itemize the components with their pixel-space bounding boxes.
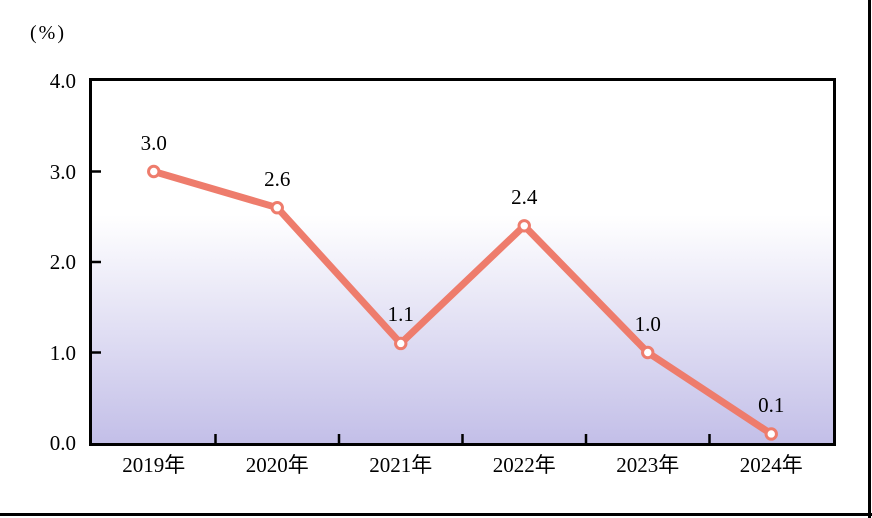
y-tick-label: 2.0: [49, 250, 76, 274]
data-point-marker: [764, 427, 778, 441]
y-axis-unit-label: (%): [30, 22, 66, 44]
data-point-label: 3.0: [140, 130, 167, 155]
data-point-label: 2.4: [511, 184, 538, 209]
plot-area: [89, 78, 836, 446]
data-line: [150, 168, 775, 438]
y-tick-label: 4.0: [49, 69, 76, 93]
data-point-label: 1.0: [634, 311, 661, 336]
frame-border-right: [868, 0, 871, 518]
data-point-marker: [270, 201, 284, 215]
x-axis-label: 2021年: [369, 453, 433, 477]
x-axis-label: 2022年: [492, 453, 556, 477]
data-point-marker: [517, 219, 531, 233]
x-axis-label: 2020年: [245, 453, 309, 477]
data-point-label: 0.1: [758, 392, 785, 417]
data-point-label: 2.6: [264, 166, 291, 191]
frame-border-bottom: [0, 513, 872, 516]
data-point-label: 1.1: [387, 302, 414, 327]
data-point-marker: [147, 164, 161, 179]
y-tick-label: 0.0: [49, 431, 76, 455]
x-axis-label: 2024年: [739, 453, 803, 477]
data-point-marker: [641, 345, 655, 360]
y-tick-label: 1.0: [49, 340, 76, 365]
x-axis-label: 2019年: [122, 453, 186, 477]
y-tick-label: 3.0: [49, 159, 76, 184]
x-axis-label: 2023年: [616, 453, 680, 477]
data-point-marker: [394, 336, 408, 351]
